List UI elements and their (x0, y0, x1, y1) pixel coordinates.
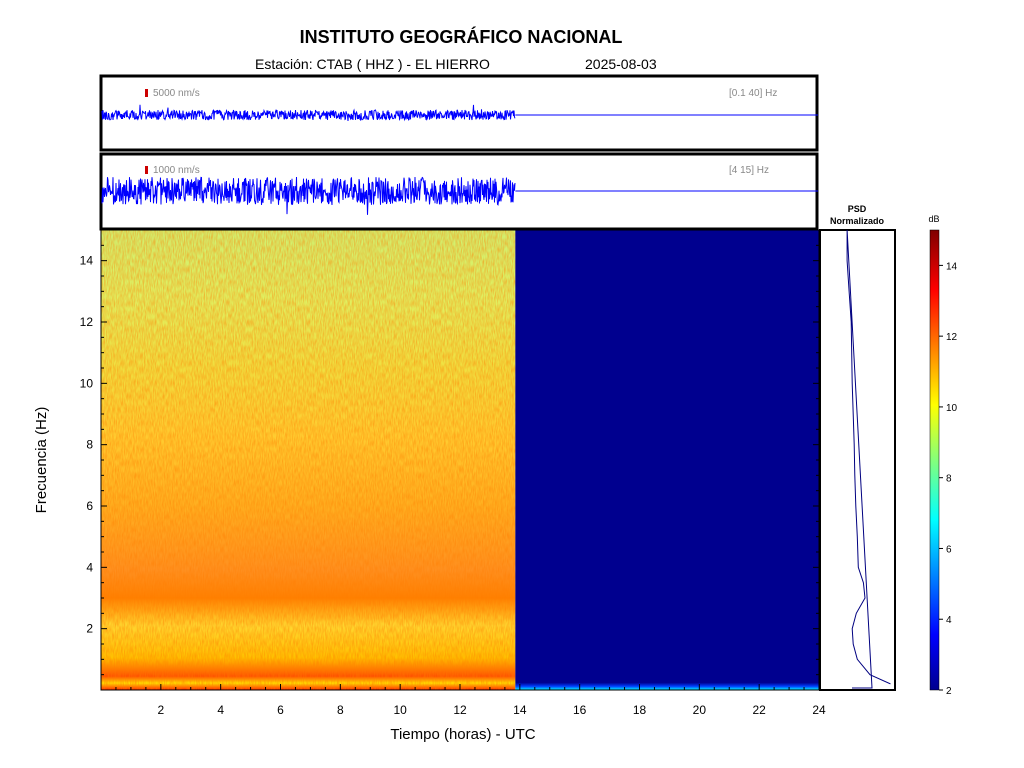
y-tick-label: 4 (86, 560, 93, 574)
seismogram-panel-filtered: 1000 nm/s [4 15] Hz (99, 152, 819, 231)
colorbar-tick-label: 14 (946, 261, 958, 272)
x-tick-label: 10 (393, 703, 407, 717)
y-axis-ticks: 2 4 6 8 10 12 14 (80, 229, 819, 691)
y-axis-label: Frecuencia (Hz) (33, 407, 50, 514)
colorbar-tick-label: 12 (946, 332, 958, 343)
date-label: 2025-08-03 (585, 56, 657, 72)
station-label: Estación: CTAB ( HHZ ) - EL HIERRO (255, 56, 490, 72)
colorbar-tick-label: 6 (946, 544, 952, 555)
psd-title: PSD (848, 204, 867, 214)
x-tick-label: 12 (453, 703, 467, 717)
y-tick-label: 10 (80, 376, 94, 390)
colorbar-tick-label: 10 (946, 403, 958, 414)
scale-bar-broadband (145, 89, 148, 97)
x-tick-label: 4 (217, 703, 224, 717)
seismogram-trace-broadband (101, 104, 516, 122)
y-tick-label: 8 (86, 438, 93, 452)
psd-panel: PSD Normalizado (819, 204, 896, 691)
band-label-filtered: [4 15] Hz (729, 165, 769, 176)
colorbar-tick-label: 2 (946, 686, 952, 697)
x-tick-label: 16 (573, 703, 587, 717)
page-title: INSTITUTO GEOGRÁFICO NACIONAL (299, 27, 623, 47)
x-tick-label: 22 (752, 703, 766, 717)
psd-curve (846, 229, 891, 689)
spectrogram-empty-region (515, 230, 819, 690)
band-label-broadband: [0.1 40] Hz (729, 88, 777, 99)
colorbar-tick-label: 8 (946, 474, 952, 485)
spectrogram-texture (101, 230, 516, 690)
x-tick-label: 18 (633, 703, 647, 717)
scale-label-filtered: 1000 nm/s (153, 165, 200, 176)
x-tick-label: 20 (693, 703, 707, 717)
colorbar-unit: dB (928, 214, 939, 224)
y-tick-label: 6 (86, 499, 93, 513)
x-tick-label: 8 (337, 703, 344, 717)
y-tick-label: 2 (86, 622, 93, 636)
x-tick-label: 14 (513, 703, 527, 717)
scale-bar-filtered (145, 166, 148, 174)
y-tick-label: 14 (80, 254, 94, 268)
x-axis-ticks: 2 4 6 8 10 12 14 16 18 20 22 24 (100, 684, 826, 717)
colorbar-gradient (929, 229, 940, 691)
y-tick-label: 12 (80, 315, 94, 329)
x-tick-label: 6 (277, 703, 284, 717)
x-tick-label: 2 (157, 703, 164, 717)
x-axis-label: Tiempo (horas) - UTC (390, 726, 535, 743)
colorbar-tick-label: 4 (946, 615, 952, 626)
colorbar: dB 2 4 6 8 10 12 14 (928, 214, 957, 697)
psd-subtitle: Normalizado (830, 216, 885, 226)
seismogram-panel-broadband: 5000 nm/s [0.1 40] Hz (99, 74, 819, 152)
colorbar-ticks: 2 4 6 8 10 12 14 (939, 261, 958, 697)
seismogram-trace-filtered (101, 176, 516, 215)
x-tick-label: 24 (812, 703, 826, 717)
scale-label-broadband: 5000 nm/s (153, 88, 200, 99)
